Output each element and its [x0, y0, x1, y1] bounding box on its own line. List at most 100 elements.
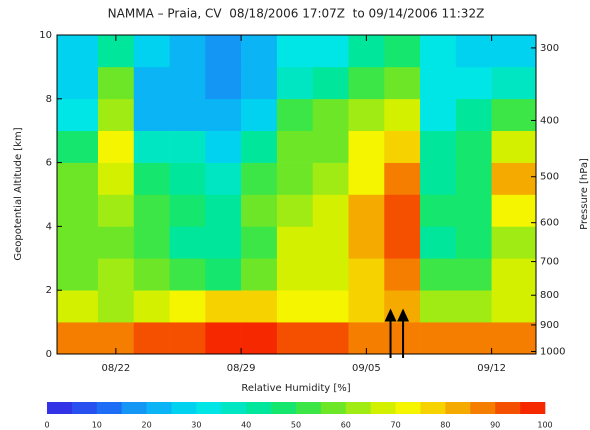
plot-frame — [56, 34, 537, 355]
heat-cell — [384, 226, 421, 259]
heat-cell — [241, 290, 278, 323]
colorbar-tick-label: 50 — [291, 421, 301, 430]
heat-cell — [97, 98, 135, 131]
colorbar-swatch — [121, 402, 147, 414]
y2-tick-label: 700 — [540, 257, 559, 268]
heat-cell — [169, 35, 206, 68]
heat-cell — [133, 98, 170, 131]
heat-cell — [348, 258, 385, 291]
colorbar-swatch — [271, 402, 297, 414]
colorbar-tick-label: 70 — [391, 421, 401, 430]
heat-cell — [455, 162, 492, 195]
heat-cell — [276, 130, 313, 163]
colorbar-swatch — [320, 402, 347, 414]
colorbar-tick-label: 60 — [341, 421, 351, 430]
colorbar-swatch — [221, 402, 247, 414]
heat-cell — [241, 226, 278, 259]
heat-cell — [133, 226, 170, 259]
colorbar-swatch — [146, 402, 172, 414]
heat-cell — [276, 290, 313, 323]
heat-cell — [348, 66, 385, 100]
colorbar-tick-label: 0 — [44, 421, 49, 430]
y2-tick-label: 800 — [540, 290, 559, 301]
heat-cell — [205, 162, 242, 195]
heat-cell — [312, 322, 349, 355]
heat-cell — [312, 162, 349, 195]
colorbar-swatch — [395, 402, 421, 414]
heat-cell — [97, 130, 135, 163]
y-tick-label: 8 — [46, 94, 52, 105]
heat-cell — [241, 162, 278, 195]
heat-cell — [384, 258, 421, 291]
heat-cell — [97, 226, 135, 259]
heat-cell — [57, 66, 99, 100]
heat-cell — [455, 130, 492, 163]
y-axis-label: Geopotential Altitude [km] — [13, 127, 24, 260]
y-tick-label: 6 — [46, 158, 52, 169]
y-tick-label: 4 — [46, 221, 52, 232]
heat-cell — [133, 35, 170, 68]
heat-cell — [420, 322, 457, 355]
colorbar-swatch — [96, 402, 122, 414]
heat-cell — [169, 66, 206, 100]
heat-cell — [169, 226, 206, 259]
colorbar-tick-label: 100 — [537, 421, 552, 430]
heat-cell — [384, 98, 421, 131]
y2-tick-label: 300 — [540, 43, 559, 54]
colorbar-swatch — [520, 402, 546, 414]
y-tick-label: 0 — [46, 349, 52, 360]
heat-cell — [420, 130, 457, 163]
heat-cell — [491, 226, 537, 259]
heat-cell — [420, 162, 457, 195]
heat-cell — [312, 290, 349, 323]
heat-cell — [133, 322, 170, 355]
heat-cell — [312, 66, 349, 100]
heat-cell — [57, 162, 99, 195]
heat-cell — [276, 258, 313, 291]
heat-cell — [455, 322, 492, 355]
heat-cell — [276, 322, 313, 355]
heat-cell — [169, 322, 206, 355]
heat-cell — [205, 322, 242, 355]
heat-cell — [312, 194, 349, 227]
heat-cell — [491, 162, 537, 195]
heat-cell — [241, 322, 278, 355]
heat-cell — [455, 258, 492, 291]
heat-cell — [241, 130, 278, 163]
colorbar-tick-label: 80 — [440, 421, 450, 430]
heat-cell — [491, 66, 537, 100]
colorbar-tick-label: 40 — [241, 421, 251, 430]
y2-tick-label: 1000 — [540, 346, 565, 357]
heat-cell — [312, 98, 349, 131]
heat-cell — [169, 98, 206, 131]
heat-cell — [348, 194, 385, 227]
y-tick-label: 10 — [39, 30, 52, 41]
heat-cell — [455, 35, 492, 68]
heat-cell — [312, 226, 349, 259]
colorbar-tick-label: 20 — [142, 421, 152, 430]
heat-cell — [205, 66, 242, 100]
heat-cell — [241, 258, 278, 291]
colorbar-swatch — [495, 402, 521, 414]
heat-cell — [133, 194, 170, 227]
heat-cell — [312, 35, 349, 68]
heat-cell — [491, 194, 537, 227]
heat-cell — [133, 290, 170, 323]
heat-cell — [57, 35, 99, 68]
heat-cell — [97, 194, 135, 227]
colorbar-swatch — [71, 402, 98, 414]
x-tick-label: 08/22 — [101, 363, 130, 374]
y2-tick-label: 500 — [540, 172, 559, 183]
heat-cell — [420, 35, 457, 68]
heat-cell — [491, 322, 537, 355]
heat-cell — [205, 194, 242, 227]
heat-cell — [420, 290, 457, 323]
heat-cell — [169, 194, 206, 227]
heat-cell — [276, 194, 313, 227]
heat-cell — [276, 66, 313, 100]
colorbar-swatch — [370, 402, 396, 414]
heat-cell — [133, 130, 170, 163]
y-tick-label: 2 — [46, 285, 52, 296]
x-tick-label: 08/29 — [227, 363, 256, 374]
